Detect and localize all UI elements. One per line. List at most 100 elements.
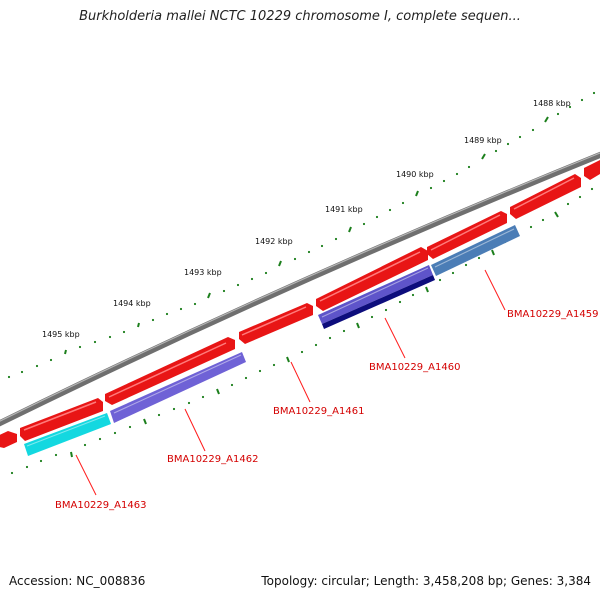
gene-a1460-feature	[322, 275, 435, 329]
scale-dot	[108, 335, 112, 339]
major-tick	[207, 292, 211, 299]
scale-dot	[49, 358, 53, 362]
scale-dot	[334, 237, 338, 241]
map-title: Burkholderia mallei NCTC 10229 chromosom…	[79, 9, 521, 24]
genome-summary-text: Topology: circular; Length: 3,458,208 bp…	[261, 574, 591, 588]
genome-backbone-highlight	[0, 152, 600, 422]
connector-a1463	[75, 454, 97, 496]
cds-feature	[0, 431, 17, 448]
scale-dot	[384, 308, 388, 312]
scale-dot	[494, 149, 498, 153]
feature-highlight	[26, 228, 515, 447]
scale-label-1492: 1492 kbp	[255, 237, 293, 246]
major-tick	[64, 349, 67, 355]
scale-dot	[411, 293, 415, 297]
scale-dot	[157, 413, 161, 417]
scale-dot	[529, 225, 533, 229]
forward-cds-track	[0, 160, 600, 448]
gene-label-a1462[interactable]: BMA10229_A1462	[167, 454, 258, 465]
major-tick	[544, 116, 549, 123]
scale-dot	[518, 135, 522, 139]
major-tick	[415, 190, 419, 197]
scale-dot	[272, 363, 276, 367]
gene-label-a1461[interactable]: BMA10229_A1461	[273, 406, 364, 417]
scale-label-1495: 1495 kbp	[42, 330, 80, 339]
major-tick	[278, 260, 282, 267]
scale-dot	[375, 215, 379, 219]
connector-a1461	[290, 361, 311, 403]
major-tick	[143, 418, 147, 425]
scale-label-1494: 1494 kbp	[113, 299, 151, 308]
major-tick	[348, 226, 352, 233]
scale-dot	[477, 256, 481, 260]
outer-scale-ruler: 1488 kbp 1489 kbp 1490 kbp 1491 kbp 1492…	[7, 91, 596, 379]
scale-dot	[328, 336, 332, 340]
scale-dot	[7, 375, 11, 379]
scale-dot	[250, 277, 254, 281]
scale-dot	[300, 350, 304, 354]
major-tick	[425, 286, 429, 293]
genome-backbone	[0, 151, 600, 427]
scale-dot	[293, 257, 297, 261]
gene-label-a1463[interactable]: BMA10229_A1463	[55, 500, 146, 511]
scale-dot	[568, 105, 572, 109]
scale-dot	[506, 142, 510, 146]
scale-dot	[370, 315, 374, 319]
scale-dot	[362, 222, 366, 226]
scale-label-1493: 1493 kbp	[184, 268, 222, 277]
scale-dot	[429, 186, 433, 190]
scale-dot	[566, 202, 570, 206]
scale-dot	[438, 278, 442, 282]
scale-dot	[230, 383, 234, 387]
major-tick	[70, 451, 73, 458]
scale-dot	[314, 343, 318, 347]
scale-dot	[592, 91, 596, 95]
scale-dot	[464, 263, 468, 267]
gene-a1459-feature	[431, 225, 520, 276]
cds-highlight	[23, 177, 575, 431]
scale-dot	[151, 318, 155, 322]
scale-dot	[113, 431, 117, 435]
scale-dot	[187, 401, 191, 405]
scale-dot	[590, 187, 594, 191]
scale-dot	[258, 369, 262, 373]
cds-feature	[427, 211, 507, 259]
scale-dot	[442, 179, 446, 183]
cds-feature	[510, 174, 581, 219]
scale-dot	[388, 208, 392, 212]
scale-dot	[342, 329, 346, 333]
cds-feature	[584, 160, 600, 180]
cds-feature	[239, 303, 313, 344]
scale-dot	[398, 300, 402, 304]
accession-text: Accession: NC_008836	[9, 574, 146, 588]
scale-dot	[10, 471, 14, 475]
scale-dot	[244, 376, 248, 380]
scale-dot	[35, 364, 39, 368]
scale-dot	[467, 165, 471, 169]
scale-dot	[172, 407, 176, 411]
scale-dot	[98, 437, 102, 441]
scale-dot	[54, 453, 58, 457]
major-tick	[554, 211, 559, 218]
gene-a1463-feature	[24, 413, 111, 456]
scale-dot	[179, 307, 183, 311]
gene-a1462-feature	[110, 352, 246, 423]
scale-dot	[320, 244, 324, 248]
connector-a1460	[384, 317, 406, 359]
major-tick	[286, 356, 290, 363]
cds-feature	[316, 247, 428, 311]
gene-label-a1460[interactable]: BMA10229_A1460	[369, 362, 460, 373]
major-tick	[481, 153, 486, 160]
scale-dot	[78, 345, 82, 349]
scale-dot	[264, 271, 268, 275]
gene-label-a1459[interactable]: BMA10229_A1459	[507, 309, 598, 320]
scale-label-1490: 1490 kbp	[396, 170, 434, 179]
label-connectors	[75, 269, 506, 496]
scale-dot	[122, 330, 126, 334]
scale-dot	[236, 283, 240, 287]
connector-a1462	[184, 408, 206, 452]
feature-track	[24, 225, 520, 456]
major-tick	[216, 388, 220, 395]
scale-dot	[25, 465, 29, 469]
